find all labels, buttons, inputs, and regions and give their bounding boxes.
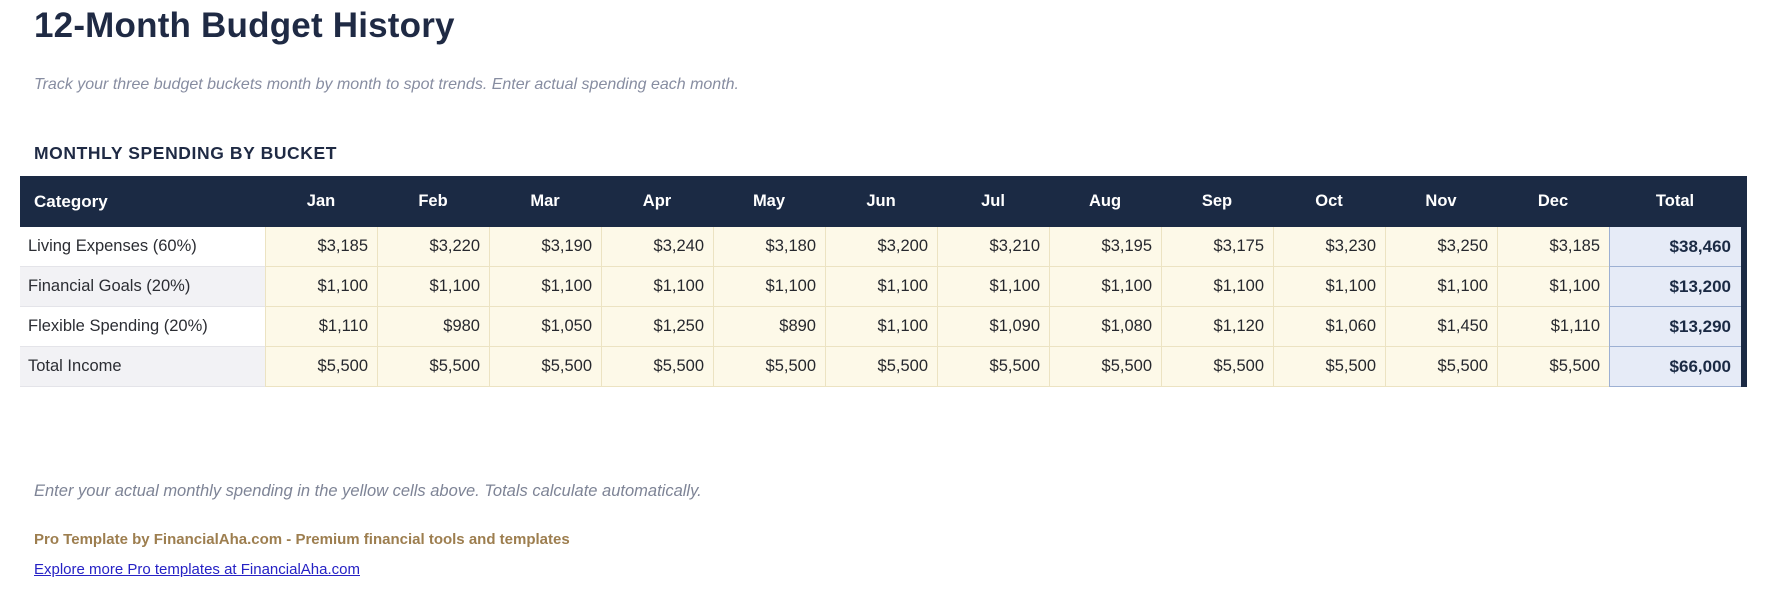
column-header-month: Oct bbox=[1273, 176, 1385, 227]
total-cell: $38,460 bbox=[1609, 227, 1741, 267]
month-value-cell[interactable]: $3,230 bbox=[1273, 227, 1385, 267]
month-value-cell[interactable]: $3,190 bbox=[489, 227, 601, 267]
month-value-cell[interactable]: $980 bbox=[377, 307, 489, 347]
category-cell: Financial Goals (20%) bbox=[20, 267, 265, 307]
month-value-cell[interactable]: $1,100 bbox=[825, 307, 937, 347]
month-value-cell[interactable]: $1,100 bbox=[1385, 267, 1497, 307]
column-header-month: Mar bbox=[489, 176, 601, 227]
budget-table: Category Jan Feb Mar Apr May Jun Jul Aug Sep Oct No… bbox=[20, 176, 1747, 387]
month-value-cell[interactable]: $1,090 bbox=[937, 307, 1049, 347]
month-value-cell[interactable]: $3,250 bbox=[1385, 227, 1497, 267]
month-value-cell[interactable]: $1,100 bbox=[489, 267, 601, 307]
total-cell: $66,000 bbox=[1609, 347, 1741, 387]
month-value-cell[interactable]: $1,060 bbox=[1273, 307, 1385, 347]
category-cell: Living Expenses (60%) bbox=[20, 227, 265, 267]
month-value-cell[interactable]: $3,185 bbox=[265, 227, 377, 267]
month-value-cell[interactable]: $1,100 bbox=[937, 267, 1049, 307]
month-value-cell[interactable]: $1,100 bbox=[713, 267, 825, 307]
month-value-cell[interactable]: $1,100 bbox=[265, 267, 377, 307]
month-value-cell[interactable]: $5,500 bbox=[601, 347, 713, 387]
month-value-cell[interactable]: $1,120 bbox=[1161, 307, 1273, 347]
month-value-cell[interactable]: $3,195 bbox=[1049, 227, 1161, 267]
month-value-cell[interactable]: $1,250 bbox=[601, 307, 713, 347]
column-header-month: Jan bbox=[265, 176, 377, 227]
month-value-cell[interactable]: $5,500 bbox=[1497, 347, 1609, 387]
page-title: 12-Month Budget History bbox=[34, 6, 455, 45]
month-value-cell[interactable]: $3,210 bbox=[937, 227, 1049, 267]
month-value-cell[interactable]: $1,100 bbox=[377, 267, 489, 307]
explore-templates-link[interactable]: Explore more Pro templates at FinancialA… bbox=[34, 561, 360, 578]
column-header-month: Feb bbox=[377, 176, 489, 227]
total-cell: $13,290 bbox=[1609, 307, 1741, 347]
month-value-cell[interactable]: $5,500 bbox=[937, 347, 1049, 387]
column-header-category: Category bbox=[20, 176, 265, 227]
month-value-cell[interactable]: $1,100 bbox=[1161, 267, 1273, 307]
month-value-cell[interactable]: $5,500 bbox=[377, 347, 489, 387]
month-value-cell[interactable]: $890 bbox=[713, 307, 825, 347]
month-value-cell[interactable]: $3,185 bbox=[1497, 227, 1609, 267]
month-value-cell[interactable]: $1,100 bbox=[1273, 267, 1385, 307]
month-value-cell[interactable]: $1,050 bbox=[489, 307, 601, 347]
month-value-cell[interactable]: $1,110 bbox=[1497, 307, 1609, 347]
month-value-cell[interactable]: $5,500 bbox=[713, 347, 825, 387]
month-value-cell[interactable]: $5,500 bbox=[489, 347, 601, 387]
month-value-cell[interactable]: $3,175 bbox=[1161, 227, 1273, 267]
month-value-cell[interactable]: $3,240 bbox=[601, 227, 713, 267]
total-cell: $13,200 bbox=[1609, 267, 1741, 307]
month-value-cell[interactable]: $1,110 bbox=[265, 307, 377, 347]
month-value-cell[interactable]: $1,100 bbox=[825, 267, 937, 307]
column-header-month: Aug bbox=[1049, 176, 1161, 227]
column-header-month: Jul bbox=[937, 176, 1049, 227]
column-header-total: Total bbox=[1609, 176, 1741, 227]
column-header-month: Jun bbox=[825, 176, 937, 227]
month-value-cell[interactable]: $1,100 bbox=[1049, 267, 1161, 307]
month-value-cell[interactable]: $1,450 bbox=[1385, 307, 1497, 347]
month-value-cell[interactable]: $5,500 bbox=[1161, 347, 1273, 387]
column-header-month: Dec bbox=[1497, 176, 1609, 227]
page-subtitle: Track your three budget buckets month by… bbox=[34, 76, 739, 93]
month-value-cell[interactable]: $3,220 bbox=[377, 227, 489, 267]
month-value-cell[interactable]: $1,100 bbox=[601, 267, 713, 307]
month-value-cell[interactable]: $5,500 bbox=[1273, 347, 1385, 387]
month-value-cell[interactable]: $5,500 bbox=[1049, 347, 1161, 387]
month-value-cell[interactable]: $5,500 bbox=[825, 347, 937, 387]
section-title: MONTHLY SPENDING BY BUCKET bbox=[34, 143, 338, 163]
category-cell: Flexible Spending (20%) bbox=[20, 307, 265, 347]
column-header-month: Nov bbox=[1385, 176, 1497, 227]
column-header-month: Apr bbox=[601, 176, 713, 227]
month-value-cell[interactable]: $1,080 bbox=[1049, 307, 1161, 347]
month-value-cell[interactable]: $3,180 bbox=[713, 227, 825, 267]
month-value-cell[interactable]: $5,500 bbox=[1385, 347, 1497, 387]
brand-line: Pro Template by FinancialAha.com - Premi… bbox=[34, 531, 570, 548]
month-value-cell[interactable]: $3,200 bbox=[825, 227, 937, 267]
column-header-month: May bbox=[713, 176, 825, 227]
instructions-note: Enter your actual monthly spending in th… bbox=[34, 482, 702, 500]
month-value-cell[interactable]: $5,500 bbox=[265, 347, 377, 387]
column-header-month: Sep bbox=[1161, 176, 1273, 227]
month-value-cell[interactable]: $1,100 bbox=[1497, 267, 1609, 307]
category-cell: Total Income bbox=[20, 347, 265, 387]
